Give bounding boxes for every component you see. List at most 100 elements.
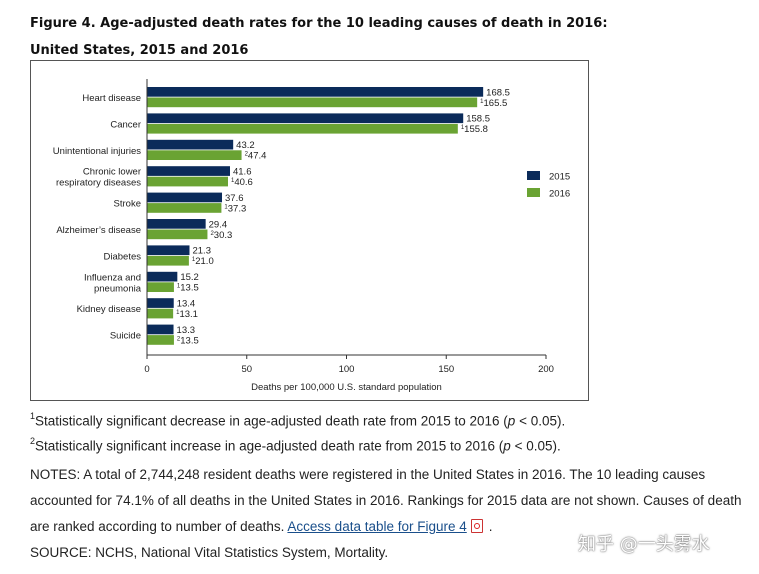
legend-swatch-2016 — [527, 188, 540, 197]
x-tick-label: 100 — [339, 364, 355, 375]
bar-2015 — [147, 324, 174, 335]
data-label-2015: 15.2 — [180, 272, 199, 283]
data-label-2015: 37.6 — [225, 193, 244, 204]
bar-2015 — [147, 87, 484, 97]
bar-2016 — [147, 308, 174, 319]
footnote-1-tail: < 0.05). — [515, 413, 566, 429]
bar-2015 — [147, 192, 223, 203]
data-label-superscript: 1 — [461, 125, 465, 131]
bar-2015 — [147, 271, 178, 282]
data-label-superscript: 1 — [224, 204, 228, 210]
footnote-2-tail: < 0.05). — [510, 438, 561, 454]
data-table-link[interactable]: Access data table for Figure 4 — [287, 519, 467, 534]
footnote-1-mark: 1 — [30, 411, 36, 421]
bar-2015 — [147, 245, 190, 256]
bar-2016 — [147, 97, 478, 108]
data-label-superscript: 1 — [480, 99, 484, 105]
bar-2015 — [147, 139, 234, 150]
source-line: SOURCE: NCHS, National Vital Statistics … — [30, 545, 389, 560]
footnote-1-p: p — [507, 413, 516, 429]
bar-2016 — [147, 282, 174, 292]
data-label-2016: 121.0 — [192, 256, 214, 267]
data-label-2016: 137.3 — [224, 203, 246, 214]
legend-swatch-2015 — [527, 171, 540, 180]
category-label: Alzheimer’s disease — [56, 225, 141, 236]
data-label-superscript: 2 — [177, 336, 181, 342]
category-label-line: Influenza and — [84, 272, 141, 283]
footnote-2: 2Statistically significant increase in a… — [30, 436, 561, 454]
figure-title: Figure 4. Age-adjusted death rates for t… — [30, 10, 730, 64]
watermark: 知乎 @一头雾水 — [578, 534, 710, 555]
category-label: Heart disease — [82, 93, 141, 104]
bar-2015 — [147, 219, 206, 229]
data-label-2015: 168.5 — [486, 87, 510, 98]
data-label-value: 37.3 — [228, 203, 247, 214]
bar-2016 — [147, 255, 189, 266]
bar-2016 — [147, 176, 228, 187]
bar-2016 — [147, 335, 174, 345]
legend-label-2016: 2016 — [549, 189, 570, 200]
bar-2015 — [147, 166, 230, 176]
data-label-superscript: 1 — [231, 178, 235, 184]
data-label-2016: 140.6 — [231, 177, 253, 188]
notes-text: NOTES: A total of 2,744,248 resident dea… — [30, 467, 742, 534]
category-label: Cancer — [110, 119, 141, 130]
data-label-2015: 41.6 — [233, 167, 252, 178]
category-label: Diabetes — [104, 251, 142, 262]
data-label-2015: 29.4 — [209, 219, 228, 230]
category-label-line: pneumonia — [94, 283, 142, 294]
data-label-2015: 21.3 — [192, 246, 211, 257]
notes-period: . — [488, 519, 493, 534]
bar-2016 — [147, 203, 222, 213]
footnote-1-text: Statistically significant decrease in ag… — [35, 413, 508, 429]
data-label-value: 47.4 — [248, 151, 266, 162]
legend-label-2015: 2015 — [549, 172, 570, 183]
category-label: Unintentional injuries — [53, 146, 141, 157]
footnote-1: 1Statistically significant decrease in a… — [30, 411, 566, 429]
bar-2016 — [147, 229, 208, 240]
data-label-superscript: 2 — [210, 231, 214, 237]
data-label-2015: 158.5 — [466, 114, 490, 125]
category-label-line: Chronic lower — [83, 167, 141, 178]
data-label-superscript: 2 — [245, 152, 249, 158]
data-label-value: 13.1 — [179, 309, 198, 320]
footnote-2-text: Statistically significant increase in ag… — [35, 438, 504, 454]
data-label-2016: 113.1 — [176, 309, 198, 320]
footnote-2-mark: 2 — [30, 436, 36, 446]
x-tick-label: 0 — [144, 364, 149, 375]
data-label-2016: 247.4 — [245, 151, 267, 162]
bar-2016 — [147, 123, 458, 134]
data-label-superscript: 1 — [192, 257, 196, 263]
category-label: Chronic lower respiratory diseases — [56, 167, 141, 189]
data-label-value: 40.6 — [234, 177, 253, 188]
notes-block: NOTES: A total of 2,744,248 resident dea… — [30, 462, 750, 566]
data-label-2016: 230.3 — [210, 230, 232, 241]
data-label-2015: 13.3 — [177, 325, 196, 336]
data-label-2016: 113.5 — [177, 283, 199, 294]
chart-frame: Heart disease 168.5 1165.5 Cancer 158.5 1155.… — [30, 60, 589, 401]
data-label-value: 155.8 — [464, 124, 488, 135]
x-tick-label: 200 — [538, 364, 554, 375]
bar-2016 — [147, 150, 242, 160]
data-label-2016: 1165.5 — [480, 98, 507, 109]
figure-title-line1: Figure 4. Age-adjusted death rates for t… — [30, 16, 608, 31]
data-label-value: 13.5 — [180, 335, 199, 346]
bar-2015 — [147, 298, 174, 308]
footnote-2-p: p — [503, 438, 511, 454]
x-tick-label: 50 — [241, 364, 252, 375]
category-label-line: respiratory diseases — [56, 178, 141, 189]
category-label: Stroke — [114, 199, 141, 210]
data-label-2016: 213.5 — [177, 335, 199, 346]
category-label: Influenza and pneumonia — [84, 272, 142, 294]
x-axis-label: Deaths per 100,000 U.S. standard populat… — [251, 382, 442, 393]
bar-chart: Heart disease168.51165.5Cancer158.51155.… — [53, 79, 570, 393]
data-label-superscript: 1 — [176, 310, 180, 316]
x-tick-label: 150 — [438, 364, 454, 375]
data-label-value: 165.5 — [484, 98, 508, 109]
pdf-icon[interactable] — [470, 519, 483, 533]
data-label-value: 21.0 — [195, 256, 214, 267]
figure-title-line2: United States, 2015 and 2016 — [30, 43, 249, 58]
category-label: Suicide — [110, 331, 141, 342]
bar-2015 — [147, 113, 464, 124]
category-label: Kidney disease — [77, 304, 141, 315]
